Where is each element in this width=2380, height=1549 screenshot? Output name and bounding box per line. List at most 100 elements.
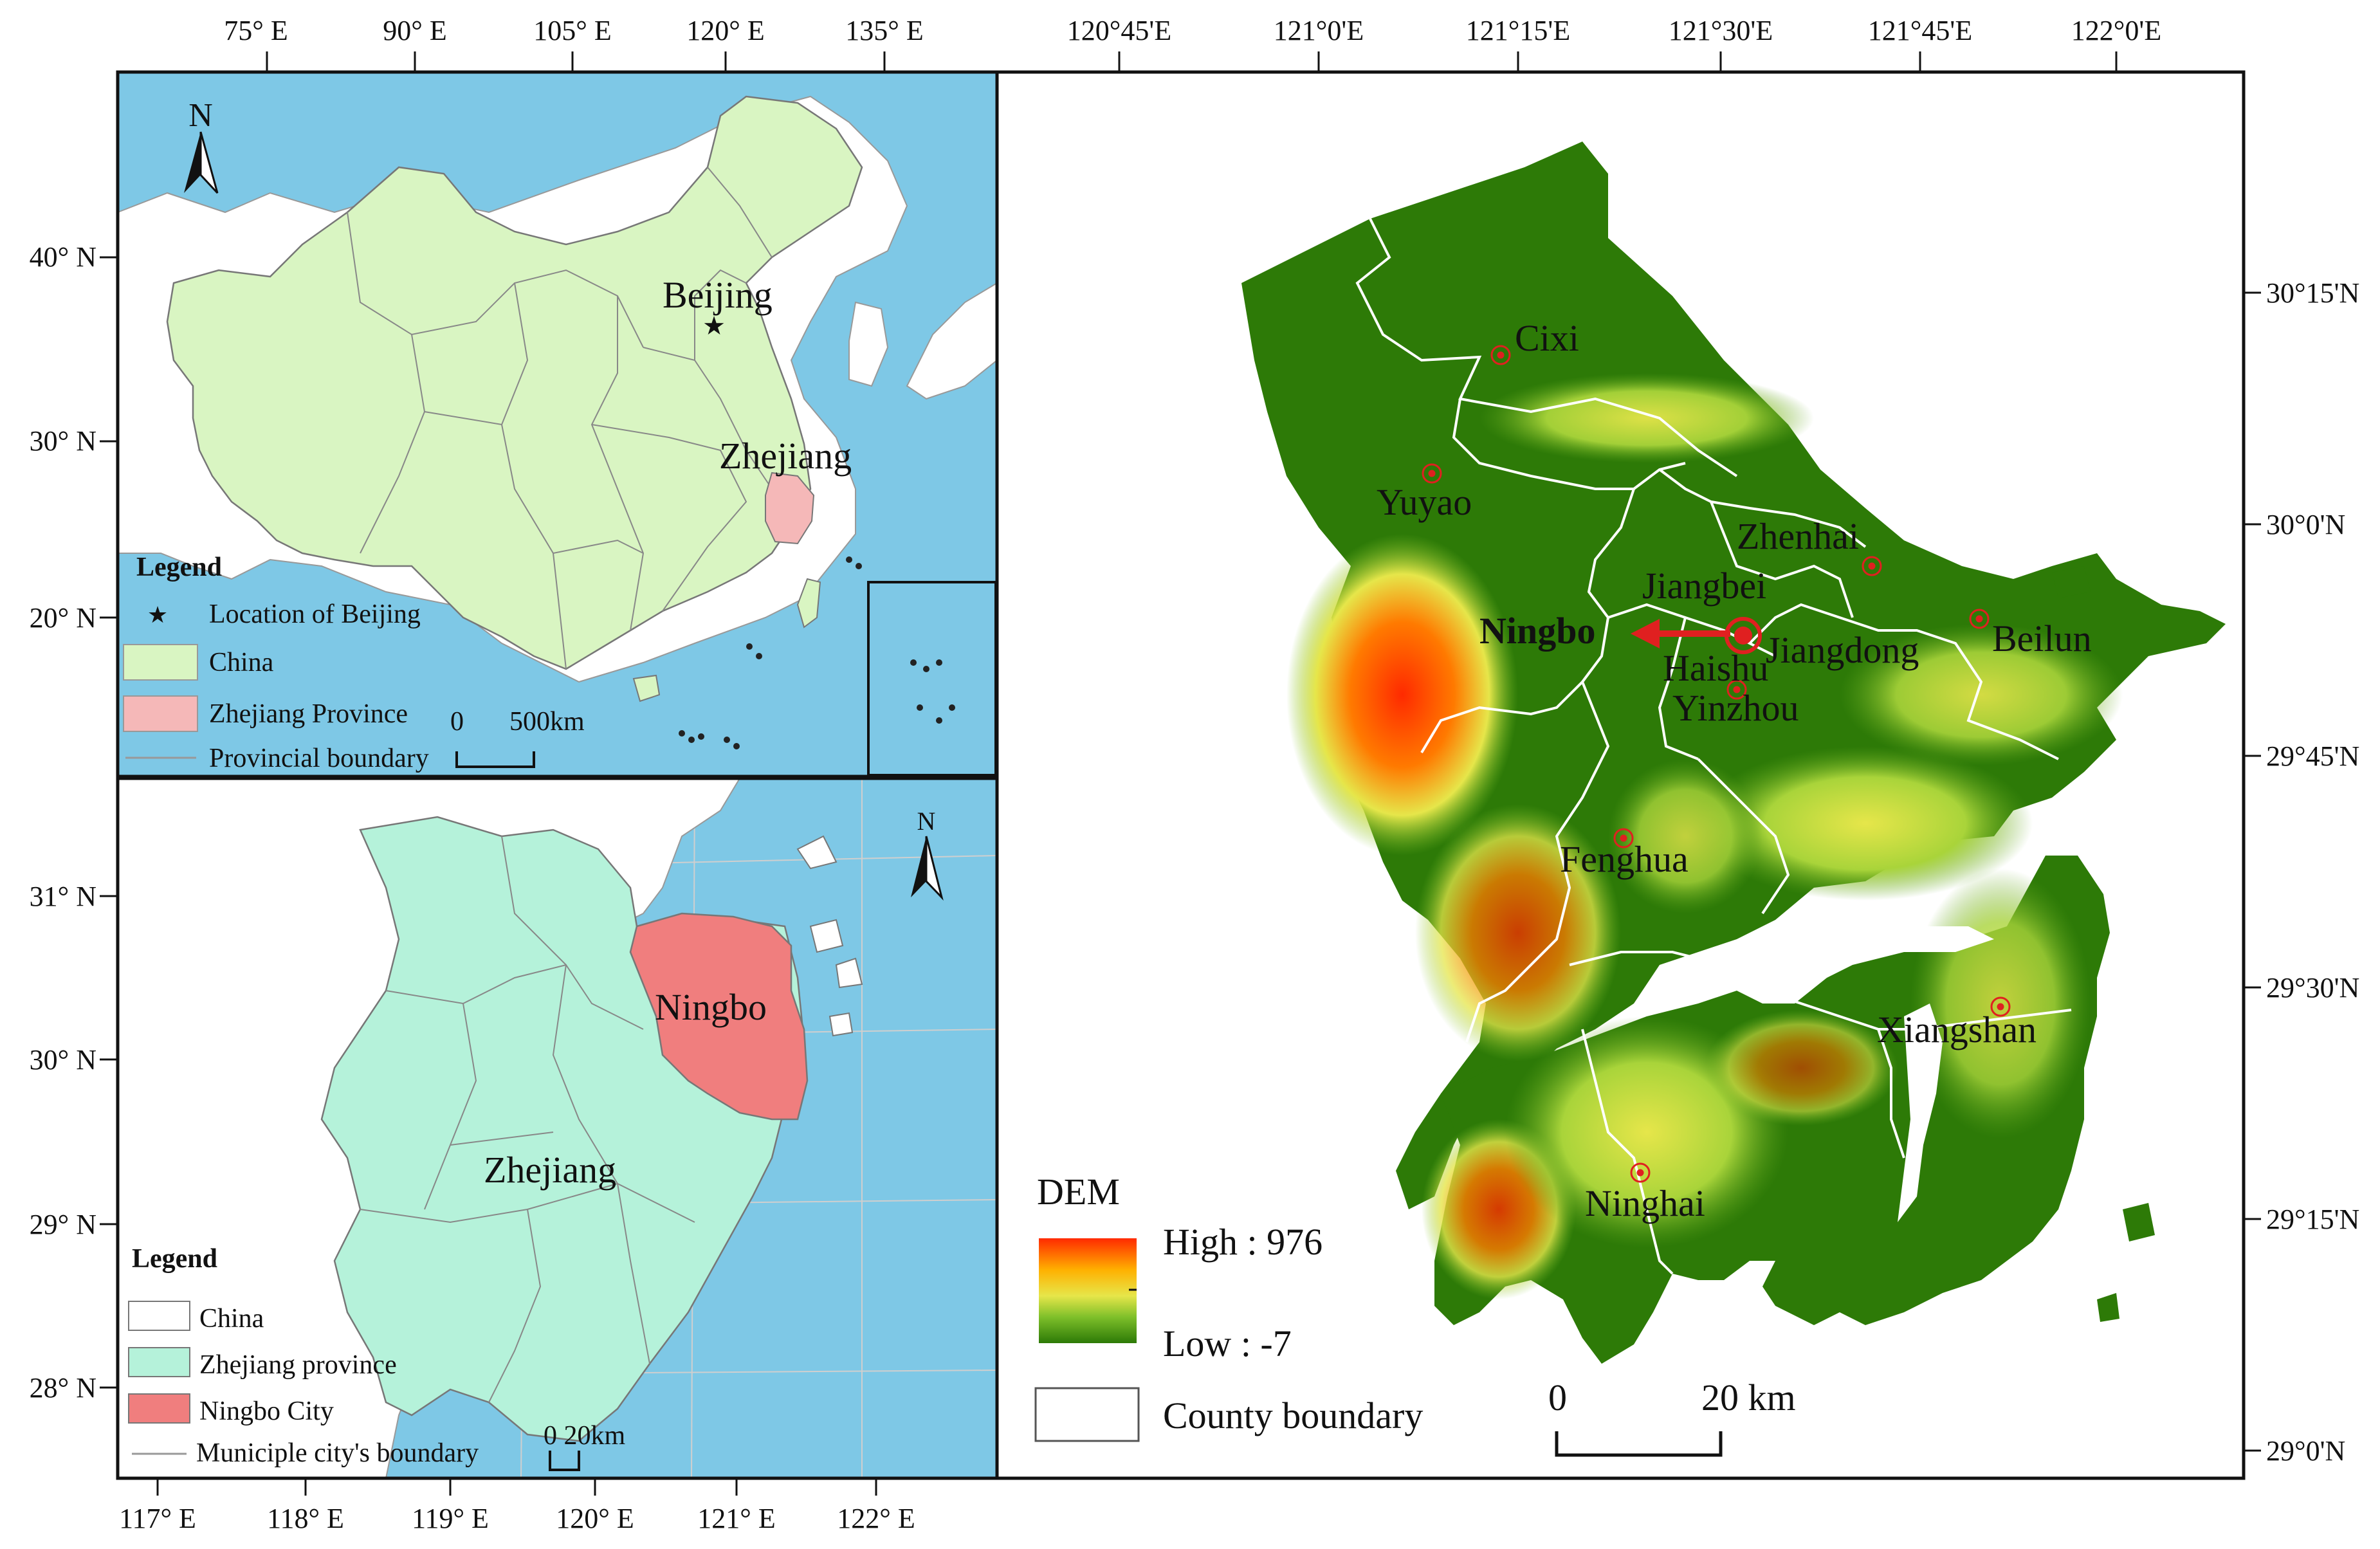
svg-text:90° E: 90° E	[383, 15, 446, 46]
svg-text:20° N: 20° N	[30, 602, 96, 634]
svg-text:29°15'N: 29°15'N	[2266, 1204, 2359, 1235]
svg-text:120° E: 120° E	[556, 1503, 634, 1534]
legend-swatch-province	[128, 1347, 190, 1377]
china-top-ticks: 75° E 90° E 105° E 120° E 135° E	[224, 15, 924, 72]
svg-text:121°30'E: 121°30'E	[1669, 15, 1773, 46]
place-beilun: Beilun	[1992, 618, 2092, 659]
svg-text:29° N: 29° N	[30, 1209, 96, 1240]
svg-text:29°30'N: 29°30'N	[2266, 972, 2359, 1004]
city-markers	[1422, 345, 2011, 1183]
china-left-ticks: 40° N 30° N 20° N	[30, 241, 118, 634]
svg-text:Ningbo City: Ningbo City	[199, 1397, 334, 1426]
svg-text:118° E: 118° E	[267, 1503, 344, 1534]
svg-text:0: 0	[450, 707, 464, 737]
china-legend: Legend ★ Location of Beijing China Zheji…	[123, 553, 429, 773]
svg-text:Municiple city's boundary: Municiple city's boundary	[196, 1438, 479, 1468]
dem-legend-boundary: County boundary	[1163, 1395, 1423, 1436]
svg-text:Zhejiang province: Zhejiang province	[199, 1350, 397, 1380]
ningbo-dem-panel: Cixi Yuyao Zhenhai Jiangbei Ningbo Haish…	[995, 70, 2246, 1480]
svg-text:20 km: 20 km	[1701, 1377, 1796, 1418]
south-sea-inset	[867, 581, 997, 776]
legend-item-beijing: Location of Beijing	[209, 600, 421, 629]
svg-text:122° E: 122° E	[837, 1503, 915, 1534]
svg-text:30° N: 30° N	[30, 425, 96, 457]
place-fenghua: Fenghua	[1560, 838, 1689, 880]
county-boundaries	[1355, 218, 2072, 1275]
legend-swatch-china-2	[128, 1301, 190, 1331]
dem-legend-high: High : 976	[1163, 1221, 1323, 1263]
place-jiangdong: Jiangdong	[1766, 629, 1919, 671]
svg-text:28° N: 28° N	[30, 1372, 96, 1404]
place-ningbo: Ningbo	[1479, 610, 1596, 652]
svg-text:0: 0	[1548, 1377, 1567, 1418]
place-ninghai: Ninghai	[1585, 1182, 1705, 1224]
place-yuyao: Yuyao	[1377, 481, 1472, 523]
south-sea-islands	[679, 556, 862, 749]
legend-item-provincial: Provincial boundary	[209, 744, 429, 773]
ningbo-city-shape	[629, 912, 809, 1121]
svg-text:N: N	[188, 97, 213, 134]
svg-text:0 20km: 0 20km	[544, 1421, 626, 1451]
svg-text:30° N: 30° N	[30, 1044, 96, 1076]
svg-text:29°0'N: 29°0'N	[2266, 1435, 2345, 1467]
legend-swatch-zhejiang	[123, 695, 198, 732]
zhejiang-scale-bar: 0 20km	[544, 1421, 626, 1471]
svg-text:121° E: 121° E	[697, 1503, 775, 1534]
ningbo-top-ticks: 120°45'E 121°0'E 121°15'E 121°30'E 121°4…	[1067, 15, 2161, 72]
zhejiang-left-ticks: 31° N 30° N 29° N 28° N	[30, 881, 118, 1404]
north-arrow-icon: N	[184, 97, 219, 194]
svg-text:40° N: 40° N	[30, 241, 96, 273]
beijing-star-legend-icon: ★	[147, 602, 168, 628]
ningbo-label: Ningbo	[655, 986, 767, 1028]
provincial-boundaries	[347, 167, 773, 670]
legend-item-zhejiang: Zhejiang Province	[209, 699, 408, 729]
china-scale-bar: 0 500km	[450, 707, 585, 768]
dem-scale-bar: 0 20 km	[1548, 1377, 1796, 1457]
svg-text:75° E: 75° E	[224, 15, 288, 46]
place-zhenhai: Zhenhai	[1737, 515, 1859, 557]
svg-text:121°15'E: 121°15'E	[1466, 15, 1570, 46]
svg-text:30°0'N: 30°0'N	[2266, 509, 2345, 540]
legend-swatch-china	[123, 644, 198, 681]
zhejiang-panel: Ningbo Zhejiang N Legend China Zhejiang …	[116, 776, 999, 1480]
zhejiang-label: Zhejiang	[719, 435, 852, 477]
svg-text:Legend: Legend	[132, 1244, 217, 1274]
legend-title: Legend	[136, 553, 222, 582]
place-haishu: Haishu	[1663, 647, 1768, 689]
zhejiang-label-2: Zhejiang	[484, 1149, 616, 1191]
zhejiang-legend: Legend China Zhejiang province Ningbo Ci…	[128, 1244, 479, 1468]
ningbo-right-ticks: 30°15'N 30°0'N 29°45'N 29°30'N 29°15'N 2…	[2244, 277, 2359, 1467]
place-labels: Cixi Yuyao Zhenhai Jiangbei Ningbo Haish…	[1377, 317, 2092, 1224]
place-jiangbei: Jiangbei	[1642, 565, 1766, 607]
beijing-star-icon: ★	[702, 311, 726, 340]
dem-color-ramp	[1039, 1238, 1137, 1343]
svg-text:China: China	[199, 1304, 264, 1334]
svg-text:122°0'E: 122°0'E	[2071, 15, 2161, 46]
place-yinzhou: Yinzhou	[1672, 687, 1799, 729]
china-panel: ★ Beijing Zhejiang N Legend ★ Location o…	[116, 70, 999, 778]
dem-legend-title: DEM	[1037, 1171, 1120, 1213]
svg-text:29°45'N: 29°45'N	[2266, 740, 2359, 772]
svg-text:117° E: 117° E	[119, 1503, 196, 1534]
zhejiang-province-shape	[765, 472, 815, 545]
svg-text:30°15'N: 30°15'N	[2266, 277, 2359, 309]
place-cixi: Cixi	[1515, 317, 1579, 359]
svg-text:120°45'E: 120°45'E	[1067, 15, 1171, 46]
svg-text:121°45'E: 121°45'E	[1868, 15, 1972, 46]
county-boundary-swatch	[1034, 1387, 1140, 1442]
svg-text:119° E: 119° E	[412, 1503, 489, 1534]
north-arrow-icon-2: N	[911, 807, 944, 901]
legend-swatch-ningbo	[128, 1393, 190, 1424]
ningbo-center-marker	[1631, 617, 1762, 654]
svg-text:135° E: 135° E	[845, 15, 923, 46]
svg-text:N: N	[917, 807, 936, 836]
svg-text:120° E: 120° E	[686, 15, 764, 46]
svg-text:121°0'E: 121°0'E	[1274, 15, 1364, 46]
svg-text:31° N: 31° N	[30, 881, 96, 912]
svg-text:500km: 500km	[509, 707, 585, 737]
legend-item-china: China	[209, 648, 274, 677]
dem-legend-low: Low : -7	[1163, 1323, 1292, 1364]
dem-legend: DEM High : 976 Low : -7 County boundary	[1034, 1171, 1423, 1442]
zhejiang-bottom-ticks: 117° E 118° E 119° E 120° E 121° E 122° …	[119, 1478, 915, 1534]
